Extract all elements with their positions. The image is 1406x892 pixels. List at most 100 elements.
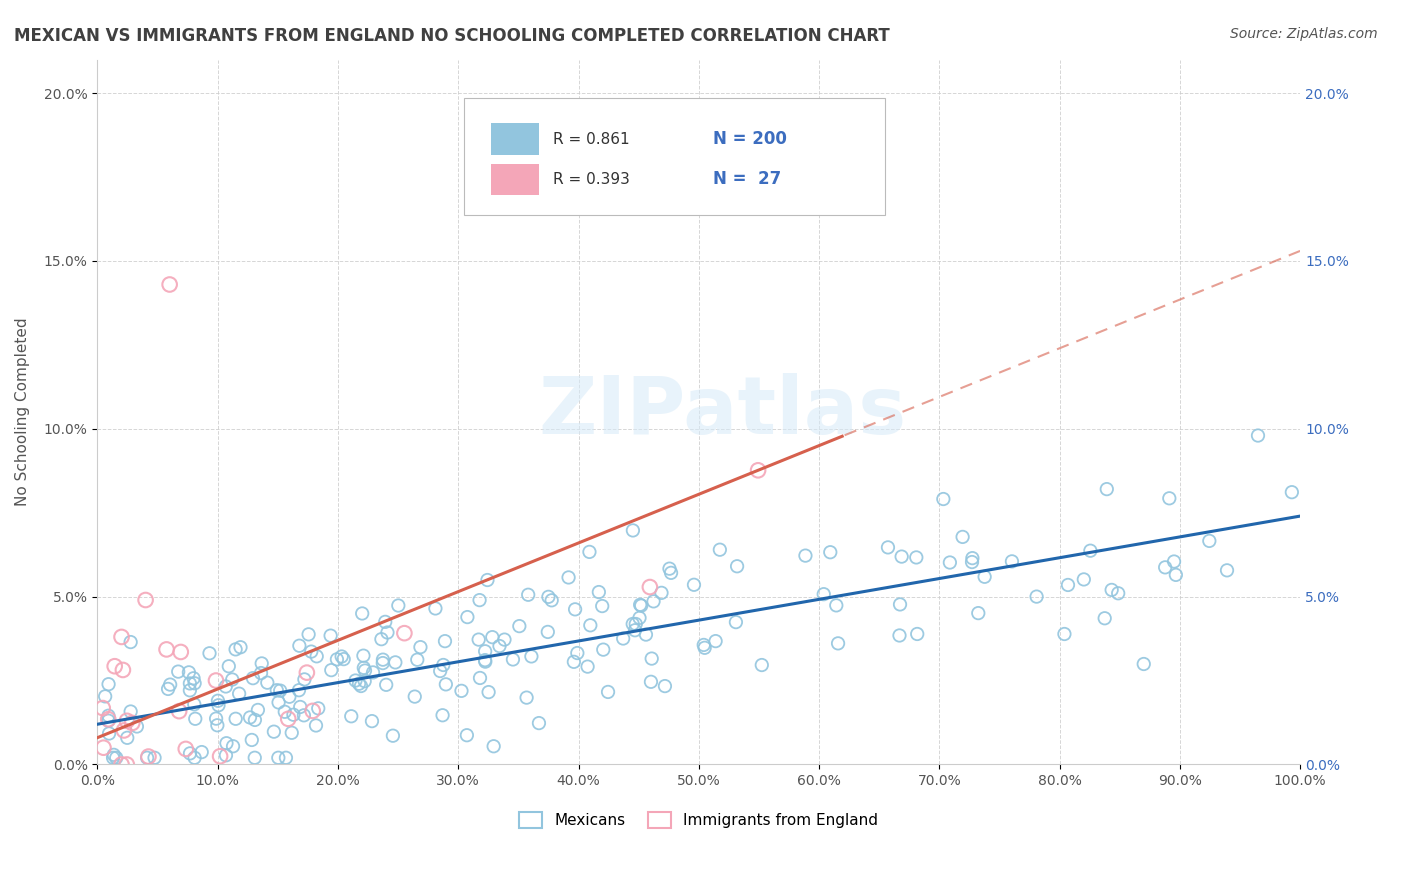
Point [361, 665, 384, 680]
Point [120, 635, 142, 649]
Text: Source: ZipAtlas.com: Source: ZipAtlas.com [1230, 27, 1378, 41]
Point [91, 701, 114, 715]
Point [747, 463, 769, 477]
Point [347, 677, 370, 691]
Point [240, 733, 263, 747]
Point [406, 653, 429, 667]
Point [183, 751, 205, 765]
Point [143, 751, 166, 765]
Point [813, 587, 835, 601]
Point [450, 683, 472, 698]
Point [889, 598, 911, 612]
Point [654, 679, 676, 693]
Point [110, 630, 132, 644]
Point [326, 652, 349, 666]
Point [502, 652, 524, 666]
Point [634, 627, 657, 641]
Point [387, 599, 409, 613]
Point [488, 639, 510, 653]
Point [170, 645, 193, 659]
Point [628, 611, 651, 625]
Point [361, 714, 384, 728]
Point [1159, 491, 1181, 506]
Point [288, 683, 311, 698]
Point [425, 601, 447, 615]
Point [1095, 482, 1118, 496]
Point [650, 586, 672, 600]
Point [658, 562, 681, 576]
Point [350, 679, 373, 693]
Point [537, 624, 560, 639]
Point [218, 659, 240, 673]
Point [305, 649, 328, 664]
Point [229, 640, 252, 655]
Point [179, 747, 201, 761]
Point [179, 683, 201, 698]
Point [330, 649, 353, 664]
Point [207, 718, 229, 732]
Point [228, 687, 250, 701]
Point [562, 655, 585, 669]
Point [207, 694, 229, 708]
Point [432, 657, 454, 672]
Point [97, 708, 120, 723]
Point [394, 626, 416, 640]
Point [215, 736, 238, 750]
Point [183, 671, 205, 685]
Point [167, 704, 190, 718]
Point [274, 705, 297, 719]
Point [115, 757, 138, 772]
Point [179, 676, 201, 690]
Point [305, 718, 328, 732]
Legend: Mexicans, Immigrants from England: Mexicans, Immigrants from England [513, 806, 884, 834]
Point [693, 638, 716, 652]
Point [932, 491, 955, 506]
FancyBboxPatch shape [464, 98, 886, 215]
Point [307, 701, 329, 715]
Point [517, 588, 540, 602]
Point [159, 677, 181, 691]
Point [432, 708, 454, 723]
Point [433, 634, 456, 648]
Point [1101, 582, 1123, 597]
Point [243, 713, 266, 727]
Point [751, 658, 773, 673]
Point [384, 656, 406, 670]
Point [467, 632, 489, 647]
Point [468, 671, 491, 685]
Point [381, 729, 404, 743]
Point [683, 578, 706, 592]
Point [125, 719, 148, 733]
Point [564, 602, 586, 616]
Point [205, 712, 228, 726]
Point [319, 629, 342, 643]
Point [299, 644, 322, 658]
Point [117, 731, 139, 745]
Point [377, 625, 399, 640]
Point [215, 748, 238, 763]
Point [246, 703, 269, 717]
Point [693, 640, 716, 655]
Point [256, 675, 278, 690]
Point [242, 671, 264, 685]
Point [280, 726, 302, 740]
Point [183, 698, 205, 712]
Point [825, 599, 848, 613]
Y-axis label: No Schooling Completed: No Schooling Completed [15, 318, 30, 507]
Text: R = 0.393: R = 0.393 [554, 172, 630, 187]
Point [222, 739, 245, 754]
Point [94, 690, 117, 704]
Text: R = 0.861: R = 0.861 [554, 132, 630, 147]
Point [643, 594, 665, 608]
Point [266, 683, 288, 698]
Point [540, 593, 562, 607]
Point [724, 615, 747, 629]
Point [183, 676, 205, 690]
Point [1094, 611, 1116, 625]
Point [190, 745, 212, 759]
Point [250, 657, 273, 671]
Bar [491, 123, 538, 155]
Point [709, 542, 731, 557]
Point [1057, 578, 1080, 592]
Point [101, 751, 124, 765]
